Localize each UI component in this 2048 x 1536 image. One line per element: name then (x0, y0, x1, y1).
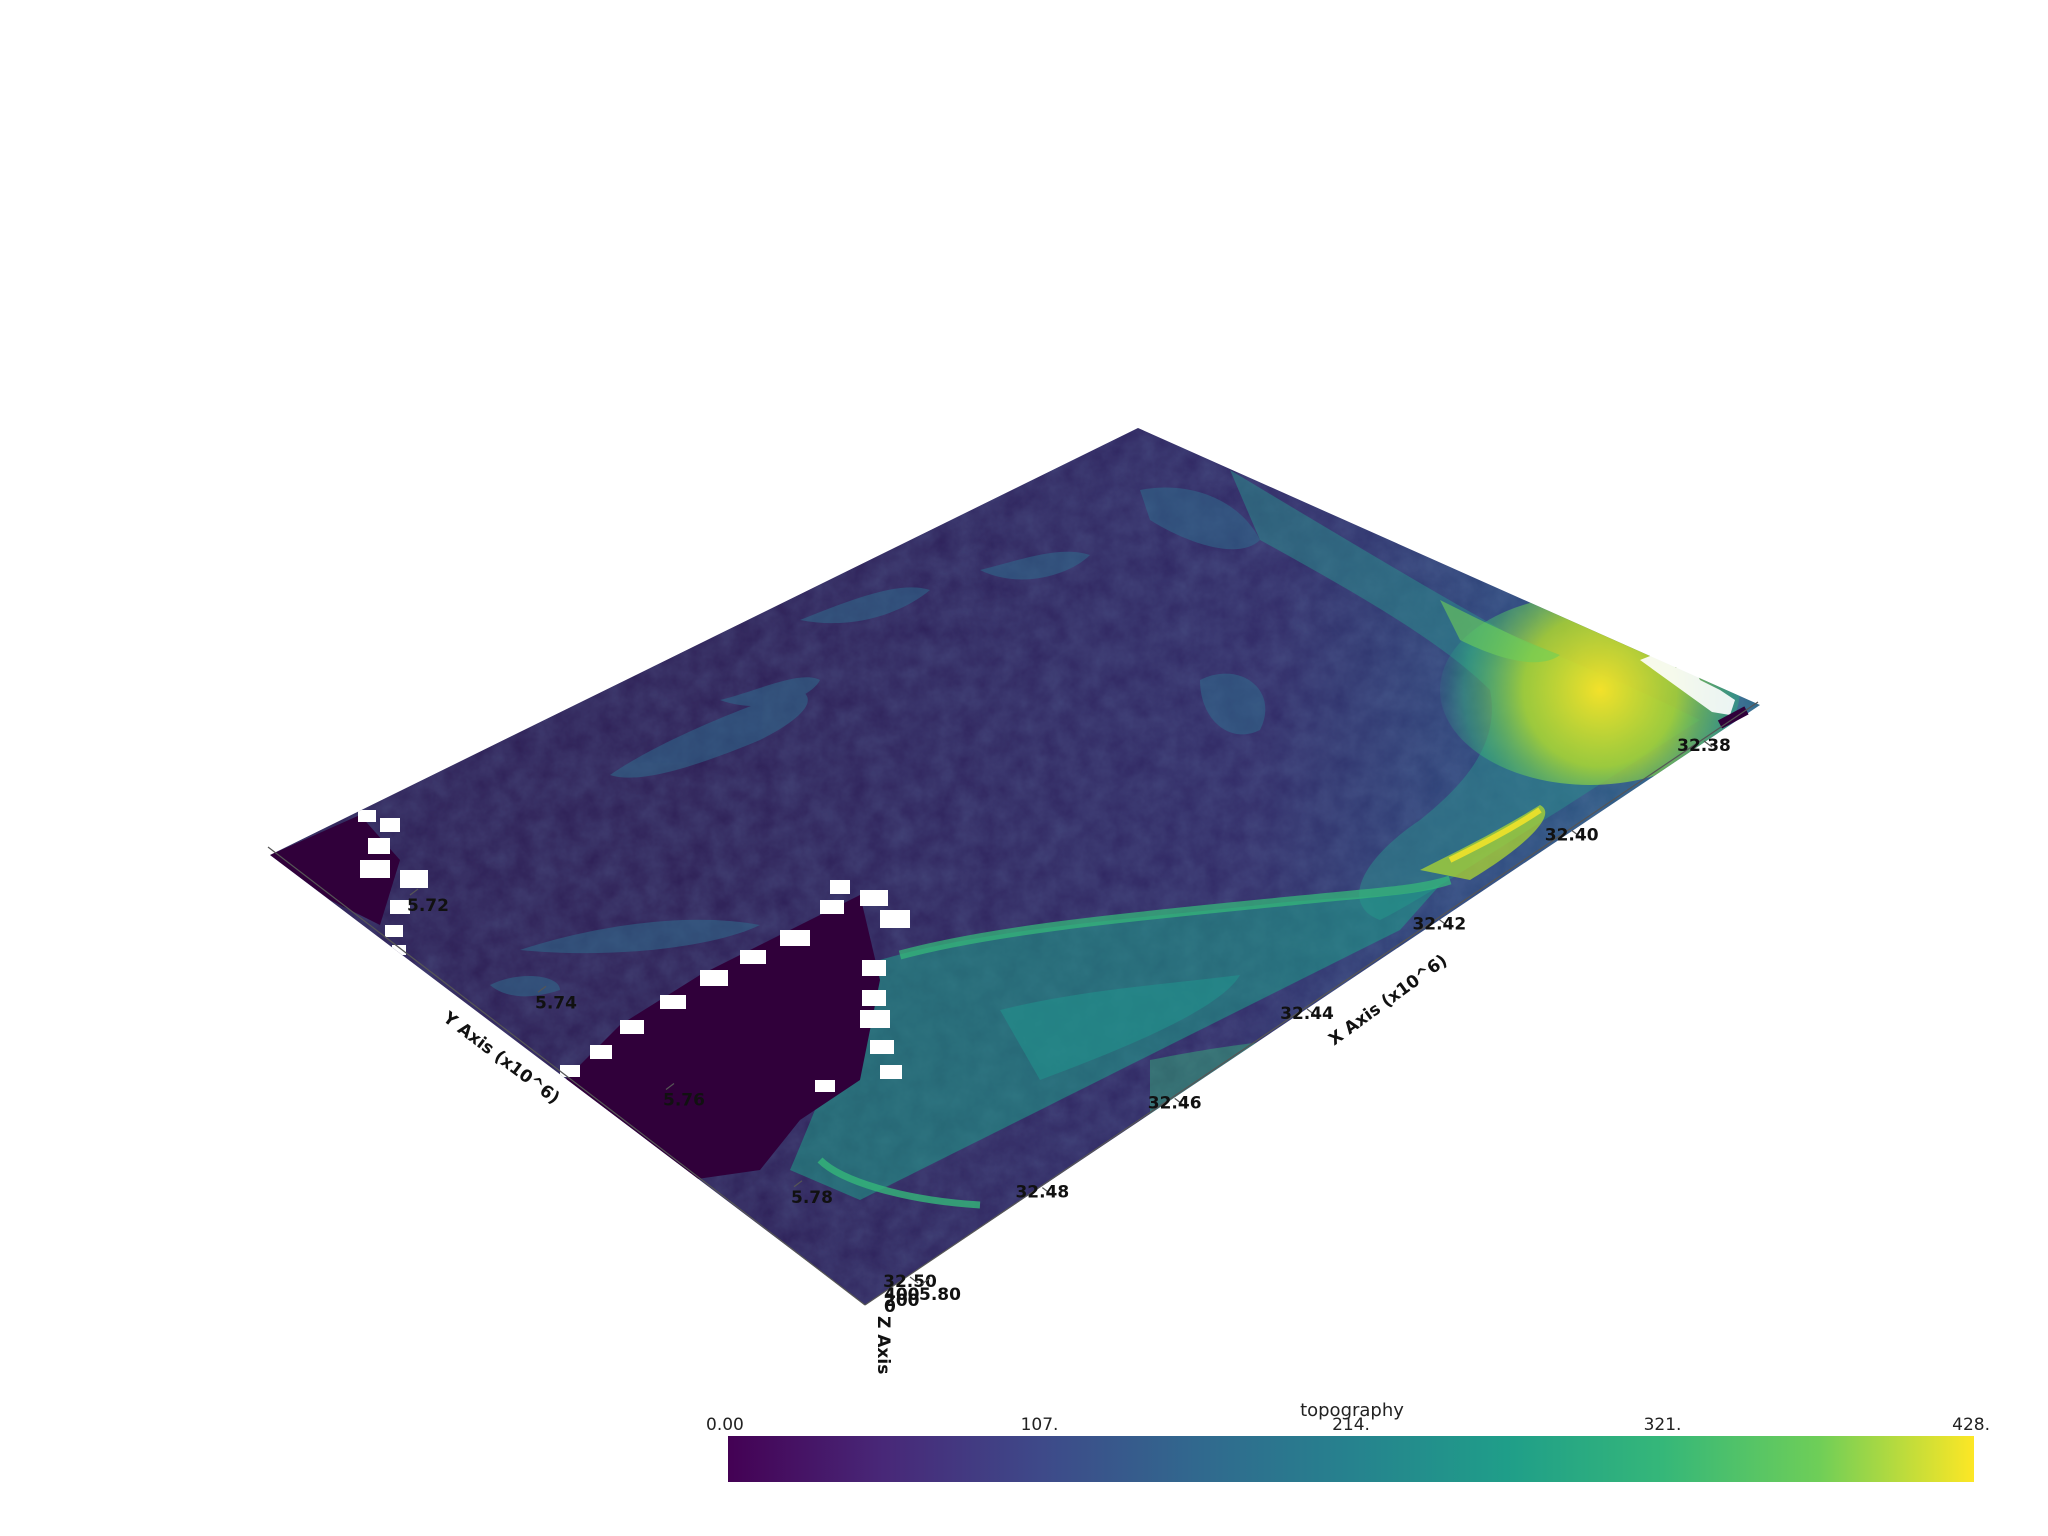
x-tick-label: 32.44 (1280, 1004, 1334, 1024)
x-tick-label: 32.42 (1412, 915, 1466, 935)
y-axis-tick (409, 888, 419, 896)
nodata-regions (270, 815, 880, 1180)
y-axis-tick (921, 1277, 931, 1285)
x-axis-tick (909, 1276, 919, 1284)
y-tick-label: 5.72 (407, 896, 449, 916)
x-axis-tick (1438, 919, 1448, 927)
y-tick-label: 5.76 (663, 1091, 705, 1111)
y-axis-line (267, 846, 866, 1306)
y-axis-tick (537, 985, 547, 993)
white-holes (358, 810, 910, 1092)
scalar-bar-title: topography (1300, 1400, 1404, 1421)
scalar-bar-gradient (728, 1436, 1974, 1482)
x-axis-tick (1174, 1097, 1184, 1105)
x-axis-tick (1703, 740, 1713, 748)
x-tick-label: 32.40 (1545, 825, 1599, 845)
x-tick-label: 32.46 (1148, 1093, 1202, 1113)
z-tick-label: 0 (884, 1297, 896, 1317)
x-tick-label: 32.38 (1677, 736, 1731, 756)
scalar-bar-tick-label: 0.00 (706, 1415, 744, 1435)
scalar-bar-tick-label: 107. (1021, 1415, 1059, 1435)
x-axis-tick (1306, 1008, 1316, 1016)
y-axis-tick (793, 1180, 803, 1188)
x-axis-tick (1041, 1187, 1051, 1195)
y-tick-label: 5.74 (535, 993, 577, 1013)
x-axis-tick (1571, 829, 1581, 837)
x-tick-label: 32.48 (1015, 1183, 1069, 1203)
z-axis-title: Z Axis (873, 1316, 893, 1374)
scalar-bar: topography 0.00 107. 214. 321. 428. (706, 1400, 1990, 1482)
z-tick-label: 400 (884, 1285, 920, 1305)
low-hill-patches (490, 487, 1266, 997)
axes (267, 701, 1759, 1306)
x-axis-line (864, 701, 1759, 1306)
scalar-bar-tick-label: 321. (1644, 1415, 1682, 1435)
y-axis-tick (665, 1083, 675, 1090)
y-axis-ticks: 5.72 5.74 5.76 5.78 5.80 (407, 888, 961, 1305)
y-tick-label: 5.78 (791, 1188, 833, 1208)
scalar-bar-ticks: 0.00 107. 214. 321. 428. (706, 1415, 1990, 1435)
x-tick-label: 32.50 (883, 1272, 937, 1292)
east-edge-fringe (1640, 652, 1749, 729)
z-tick-label: 200 (884, 1291, 920, 1311)
scalar-bar-tick-label: 428. (1952, 1415, 1990, 1435)
y-tick-label: 5.80 (919, 1285, 961, 1305)
scalar-bar-tick-label: 214. (1332, 1415, 1370, 1435)
x-axis-ticks: 32.38 32.40 32.42 32.44 32.46 32.48 32.50 (883, 736, 1731, 1292)
